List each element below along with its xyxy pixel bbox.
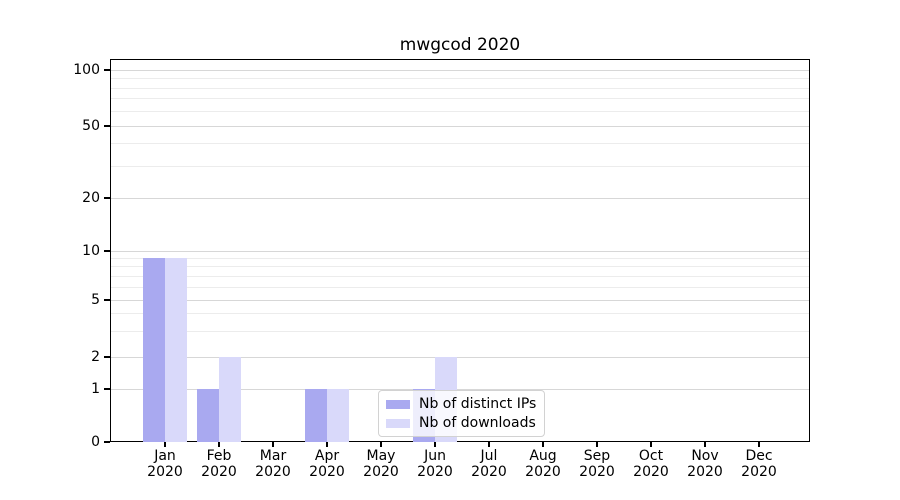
x-axis-tick (434, 442, 436, 447)
bar-distinct-ips (197, 389, 219, 442)
major-gridline (111, 69, 809, 71)
major-gridline (111, 250, 809, 252)
minor-gridline (111, 143, 809, 145)
minor-gridline (111, 331, 809, 333)
minor-gridline (111, 110, 809, 112)
x-axis-tick (596, 442, 598, 447)
y-axis-tick (104, 441, 110, 443)
minor-gridline (111, 286, 809, 288)
major-gridline (111, 299, 809, 301)
x-axis-tick (488, 442, 490, 447)
bar-downloads (219, 357, 241, 442)
minor-gridline (111, 275, 809, 277)
legend-entry-distinct-ips: Nb of distinct IPs (386, 396, 544, 412)
y-axis-tick-label: 50 (82, 118, 100, 134)
x-axis-tick (380, 442, 382, 447)
x-axis-tick (164, 442, 166, 447)
major-gridline (111, 356, 809, 358)
legend-label-downloads: Nb of downloads (419, 415, 536, 431)
bar-downloads (165, 258, 187, 442)
y-axis-tick (104, 69, 110, 71)
x-axis-tick-label: Oct 2020 (633, 448, 669, 480)
major-gridline (111, 388, 809, 390)
legend: Nb of distinct IPs Nb of downloads (378, 390, 545, 437)
y-axis-tick (104, 197, 110, 199)
x-axis-tick (542, 442, 544, 447)
bar-downloads (327, 389, 349, 442)
x-axis-tick (218, 442, 220, 447)
x-axis-tick (272, 442, 274, 447)
legend-swatch-downloads (386, 418, 410, 428)
x-axis-tick-label: Sep 2020 (579, 448, 615, 480)
minor-gridline (111, 98, 809, 100)
x-axis-tick-label: Nov 2020 (687, 448, 723, 480)
minor-gridline (111, 313, 809, 315)
y-axis-tick-label: 10 (82, 243, 100, 259)
chart-title: mwgcod 2020 (399, 35, 521, 55)
x-axis-tick-label: Jan 2020 (147, 448, 183, 480)
x-axis-tick-label: Mar 2020 (255, 448, 291, 480)
legend-label-distinct-ips: Nb of distinct IPs (419, 396, 537, 412)
legend-entry-downloads: Nb of downloads (386, 415, 544, 431)
y-axis-tick-label: 2 (91, 349, 100, 365)
major-gridline (111, 125, 809, 127)
y-axis-tick-label: 5 (91, 292, 100, 308)
minor-gridline (111, 87, 809, 89)
y-axis-tick (104, 250, 110, 252)
minor-gridline (111, 78, 809, 79)
y-axis-tick-label: 0 (91, 434, 100, 450)
y-axis-tick (104, 388, 110, 390)
x-axis-tick-label: Dec 2020 (741, 448, 777, 480)
y-axis-tick (104, 356, 110, 358)
y-axis-tick-label: 1 (91, 381, 100, 397)
y-axis-tick (104, 125, 110, 127)
legend-swatch-distinct-ips (386, 399, 410, 409)
bar-distinct-ips (305, 389, 327, 442)
x-axis-tick-label: May 2020 (363, 448, 399, 480)
x-axis-tick-label: Jun 2020 (417, 448, 453, 480)
x-axis-tick-label: Apr 2020 (309, 448, 345, 480)
x-axis-tick (326, 442, 328, 447)
x-axis-tick (650, 442, 652, 447)
minor-gridline (111, 257, 809, 259)
x-axis-tick-label: Feb 2020 (201, 448, 237, 480)
major-gridline (111, 197, 809, 199)
y-axis-tick-label: 20 (82, 190, 100, 206)
bar-distinct-ips (143, 258, 165, 442)
x-axis-tick (704, 442, 706, 447)
plot-area (110, 59, 810, 442)
y-axis-tick-label: 100 (73, 62, 100, 78)
x-axis-tick (758, 442, 760, 447)
y-axis-tick (104, 299, 110, 301)
minor-gridline (111, 266, 809, 268)
x-axis-tick-label: Jul 2020 (471, 448, 507, 480)
x-axis-tick-label: Aug 2020 (525, 448, 561, 480)
minor-gridline (111, 165, 809, 167)
